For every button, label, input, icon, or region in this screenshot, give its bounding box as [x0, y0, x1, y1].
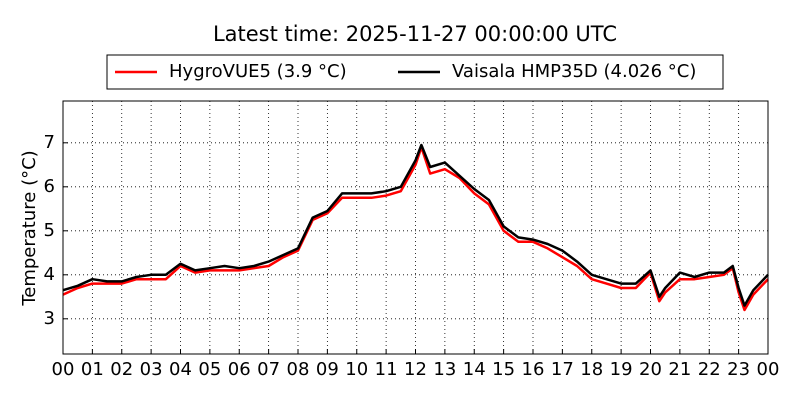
x-tick-label: 17	[551, 359, 574, 380]
x-tick-label: 16	[522, 359, 545, 380]
x-tick-label: 14	[463, 359, 486, 380]
chart-title: Latest time: 2025-11-27 00:00:00 UTC	[213, 22, 617, 46]
y-tick-label: 7	[44, 132, 55, 153]
y-tick-label: 5	[44, 220, 55, 241]
x-tick-label: 19	[610, 359, 633, 380]
y-axis-label: Temperature (°C)	[19, 150, 40, 306]
x-tick-label: 07	[257, 359, 280, 380]
x-tick-label: 02	[110, 359, 133, 380]
y-tick-label: 4	[44, 264, 55, 285]
x-tick-label: 08	[287, 359, 310, 380]
x-tick-label: 05	[198, 359, 221, 380]
x-tick-label: 01	[81, 359, 104, 380]
series-line	[62, 145, 769, 312]
x-tick-label: 23	[727, 359, 750, 380]
x-tick-label: 00	[757, 359, 780, 380]
x-tick-label: 10	[345, 359, 368, 380]
x-tick-label: 20	[639, 359, 662, 380]
x-tick-label: 04	[169, 359, 192, 380]
legend-label: Vaisala HMP35D (4.026 °C)	[452, 61, 696, 82]
x-tick-label: 13	[433, 359, 456, 380]
x-tick-label: 22	[698, 359, 721, 380]
x-tick-label: 00	[52, 359, 75, 380]
x-tick-label: 06	[228, 359, 251, 380]
legend-label: HygroVUE5 (3.9 °C)	[169, 61, 347, 82]
x-tick-label: 15	[492, 359, 515, 380]
plot-frame	[62, 100, 769, 355]
x-tick-label: 11	[375, 359, 398, 380]
x-tick-label: 03	[140, 359, 163, 380]
series-line	[62, 143, 769, 307]
x-tick-label: 12	[404, 359, 427, 380]
x-tick-label: 09	[316, 359, 339, 380]
x-tick-label: 18	[580, 359, 603, 380]
y-tick-label: 6	[44, 176, 55, 197]
x-tick-label: 21	[668, 359, 691, 380]
y-tick-label: 3	[44, 308, 55, 329]
